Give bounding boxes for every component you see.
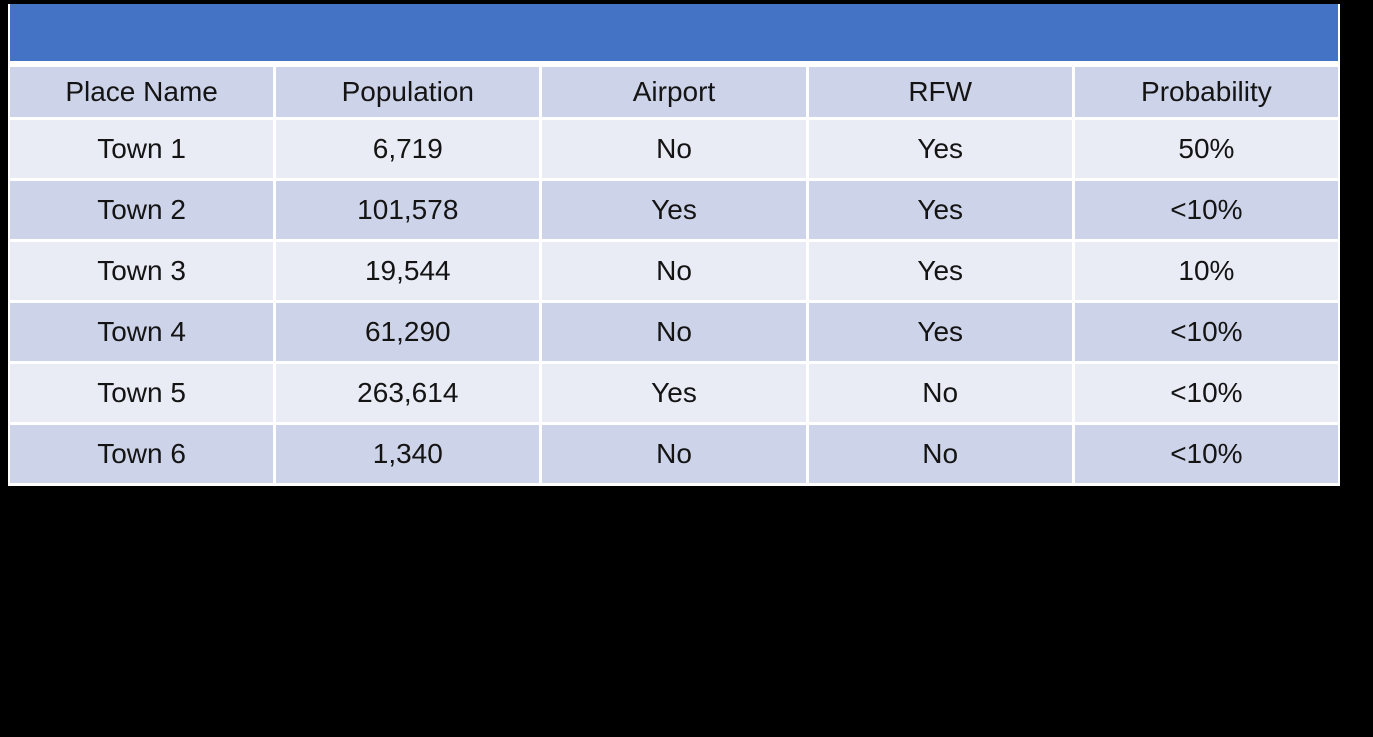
table-cell-rfw: Yes <box>808 120 1072 178</box>
table-cell-airport: No <box>542 242 806 300</box>
table-cell-place: Town 4 <box>10 303 274 361</box>
table-cell-place: Town 1 <box>10 120 274 178</box>
table-cell-population: 19,544 <box>276 242 540 300</box>
table-cell-airport: Yes <box>542 181 806 239</box>
table-cell-probability: <10% <box>1074 303 1338 361</box>
column-header-place-name: Place Name <box>10 67 274 117</box>
column-header-population: Population <box>276 67 540 117</box>
table-cell-population: 61,290 <box>276 303 540 361</box>
table-cell-rfw: Yes <box>808 303 1072 361</box>
towns-table: Place Name Population Airport RFW Probab… <box>8 4 1340 486</box>
table-cell-population: 101,578 <box>276 181 540 239</box>
table-cell-population: 6,719 <box>276 120 540 178</box>
table-cell-probability: 50% <box>1074 120 1338 178</box>
table-cell-population: 1,340 <box>276 425 540 483</box>
table-cell-probability: <10% <box>1074 364 1338 422</box>
table-cell-rfw: No <box>808 364 1072 422</box>
table-cell-probability: <10% <box>1074 425 1338 483</box>
table-cell-rfw: Yes <box>808 181 1072 239</box>
table-cell-place: Town 2 <box>10 181 274 239</box>
table-cell-airport: No <box>542 425 806 483</box>
table-cell-probability: 10% <box>1074 242 1338 300</box>
data-table: Place Name Population Airport RFW Probab… <box>10 67 1338 483</box>
table-cell-place: Town 3 <box>10 242 274 300</box>
column-header-rfw: RFW <box>808 67 1072 117</box>
column-header-airport: Airport <box>542 67 806 117</box>
table-cell-population: 263,614 <box>276 364 540 422</box>
table-cell-place: Town 5 <box>10 364 274 422</box>
table-title-bar <box>10 4 1338 61</box>
table-cell-airport: No <box>542 120 806 178</box>
table-cell-rfw: Yes <box>808 242 1072 300</box>
column-header-probability: Probability <box>1074 67 1338 117</box>
table-cell-rfw: No <box>808 425 1072 483</box>
table-cell-airport: Yes <box>542 364 806 422</box>
table-cell-place: Town 6 <box>10 425 274 483</box>
table-cell-probability: <10% <box>1074 181 1338 239</box>
table-cell-airport: No <box>542 303 806 361</box>
